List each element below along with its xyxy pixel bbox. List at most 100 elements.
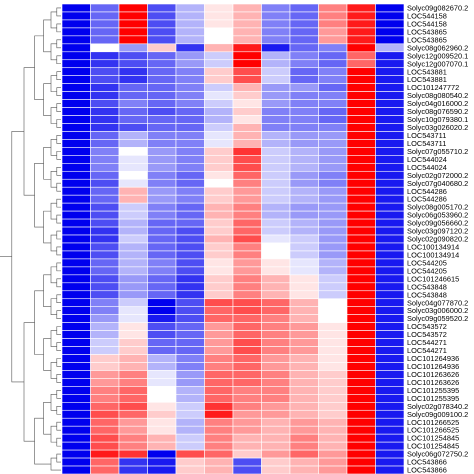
heatmap-cell [232,386,262,395]
heatmap-cell [232,226,262,236]
heatmap-cell [232,19,262,29]
heatmap-cell [204,91,234,100]
heatmap-cell [90,378,120,387]
heatmap-cell [346,338,376,347]
heatmap-cell [261,11,291,21]
heatmap-cell [204,147,234,156]
heatmap-cell [318,147,348,156]
dendrogram-branch [11,131,24,383]
heatmap-cell [261,338,291,347]
heatmap-cell [318,274,348,284]
heatmap-cell [232,250,262,260]
heatmap-cell [204,178,234,188]
heatmap-cell [90,147,120,156]
dendrogram-branch [43,19,51,53]
heatmap-cell [61,3,91,13]
heatmap-cell [289,19,319,29]
heatmap-cell [318,338,348,347]
heatmap-cell [346,282,376,292]
heatmap-cell [90,59,120,69]
heatmap-cell [232,123,262,132]
heatmap-cell [318,449,348,459]
heatmap-cell [61,362,91,371]
heatmap-cell [318,83,348,92]
row-label: LOC543848 [407,282,447,291]
heatmap-cell [175,417,205,427]
row-label: Solyc03g026020.2 [407,123,468,132]
heatmap-cell [118,194,148,204]
heatmap-cell [375,155,405,164]
heatmap-cell [147,370,177,379]
heatmap-cell [318,27,348,37]
heatmap-cell [289,115,319,124]
heatmap-cell [289,178,319,188]
heatmap-cell [375,354,405,363]
heatmap-cell [289,242,319,252]
dendrogram-branch [50,11,57,29]
heatmap-cell [289,433,319,443]
heatmap-cell [375,83,405,92]
heatmap-cell [346,67,376,77]
heatmap-cell [204,170,234,180]
row-label: LOC101254845 [407,434,459,443]
heatmap-cell [289,394,319,403]
row-label: Solyc06g053960.2 [407,211,468,220]
heatmap-cell [61,19,91,29]
row-label: Solyc10g079380.1 [407,115,468,124]
dendrogram-branch [50,394,57,411]
dendrogram-branch [56,390,61,399]
heatmap-cell [375,425,405,435]
heatmap-cell [118,306,148,315]
heatmap-cell [61,234,91,244]
heatmap-cell [61,465,91,474]
row-dendrogram [0,7,61,471]
heatmap-cell [261,3,291,13]
heatmap-cell [318,330,348,339]
heatmap-cell [61,306,91,315]
dendrogram-branch [56,135,61,144]
row-label: LOC544158 [407,12,447,21]
heatmap-cell [346,425,376,435]
row-label: LOC101254845 [407,442,459,451]
heatmap-cell [232,115,262,124]
heatmap-cell [147,425,177,435]
heatmap-cell [289,330,319,339]
heatmap-cell [318,115,348,124]
heatmap-cell [375,210,405,220]
heatmap-cell [90,402,120,411]
row-label: Solyc09g082670.2 [407,4,468,13]
dendrogram-branch [56,167,61,176]
heatmap-cell [90,123,120,132]
heatmap-cell [346,242,376,252]
heatmap-cell [346,194,376,204]
heatmap-cell [175,338,205,347]
heatmap-cell [346,218,376,228]
heatmap-cell [318,386,348,395]
heatmap-cell [147,234,177,244]
heatmap-cell [289,266,319,276]
heatmap-cell [289,378,319,387]
heatmap-cell [261,266,291,276]
heatmap-cell [375,290,405,300]
heatmap-cell [175,123,205,132]
heatmap-cell [118,346,148,355]
row-label: LOC101266525 [407,426,459,435]
heatmap-cell [318,314,348,323]
heatmap-cell [346,99,376,108]
row-label: Solyc03g097120.2 [407,227,468,236]
heatmap-cell [61,433,91,443]
row-label: Solyc07g055710.2 [407,147,468,156]
heatmap-cell [90,11,120,21]
heatmap-cell [318,282,348,292]
heatmap-cell [346,330,376,339]
heatmap-cell [346,51,376,61]
heatmap-cell [61,107,91,116]
heatmap-cell [118,67,148,77]
heatmap-cell [175,354,205,363]
heatmap-cell [318,131,348,140]
heatmap-cell [289,155,319,164]
heatmap-cell [175,457,205,467]
heatmap-cell [261,27,291,37]
heatmap-cell [261,83,291,92]
heatmap-cell [147,282,177,292]
